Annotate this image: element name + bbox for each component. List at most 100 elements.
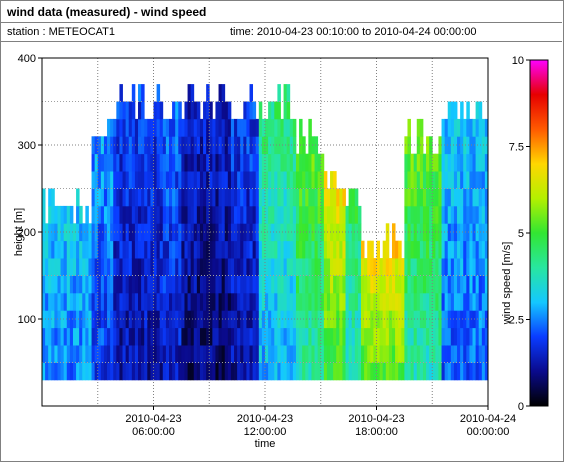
heatmap-cell: [184, 362, 188, 381]
heatmap-cell: [199, 362, 204, 381]
heatmap-cell: [419, 275, 424, 294]
x-tick-label-time: 12:00:00: [244, 426, 287, 438]
heatmap-cell: [54, 327, 58, 346]
heatmap-cell: [175, 362, 179, 381]
heatmap-cell: [249, 345, 254, 363]
heatmap-cell: [175, 118, 179, 137]
heatmap-cell: [289, 205, 294, 224]
heatmap-cell: [292, 188, 297, 207]
heatmap-cell: [435, 240, 439, 259]
heatmap-cell: [94, 205, 99, 224]
colorbar-tick-label: 10: [512, 55, 524, 67]
header-divider: [0, 22, 562, 23]
heatmap-cell: [252, 258, 257, 276]
heatmap-cell: [113, 292, 117, 311]
heatmap-cell: [91, 327, 96, 346]
heatmap-cell: [265, 205, 269, 224]
heatmap-cell: [299, 292, 303, 311]
heatmap-cell: [42, 310, 46, 329]
heatmap-cell: [268, 345, 272, 363]
heatmap-cell: [243, 327, 247, 346]
heatmap-cell: [85, 345, 89, 363]
heatmap-cell: [249, 362, 254, 381]
heatmap-cell: [138, 345, 142, 363]
heatmap-cell: [116, 258, 120, 276]
heatmap-cell: [203, 327, 207, 346]
heatmap-cell: [215, 153, 219, 172]
heatmap-cell: [407, 258, 411, 276]
heatmap-cell: [391, 345, 396, 363]
heatmap-cell: [246, 292, 250, 311]
heatmap-cell: [66, 240, 71, 259]
heatmap-cell: [481, 153, 486, 172]
heatmap-cell: [141, 327, 145, 346]
heatmap-cell: [283, 118, 288, 137]
heatmap-cell: [429, 258, 433, 276]
heatmap-cell: [299, 345, 303, 363]
heatmap-cell: [481, 205, 486, 224]
heatmap-cell: [165, 292, 170, 311]
heatmap-cell: [323, 292, 328, 311]
heatmap-cell: [119, 205, 123, 224]
heatmap-cell: [416, 136, 421, 155]
heatmap-cell: [243, 310, 247, 329]
heatmap-cell: [457, 275, 461, 294]
heatmap-cell: [450, 171, 455, 189]
heatmap-cell: [460, 188, 464, 207]
heatmap-cell: [190, 275, 195, 294]
heatmap-cell: [116, 223, 120, 242]
heatmap-cell: [484, 205, 489, 224]
heatmap-cell: [463, 310, 467, 329]
heatmap-cell: [478, 118, 483, 137]
heatmap-cell: [447, 292, 452, 311]
heatmap-cell: [196, 240, 201, 259]
heatmap-cell: [45, 310, 49, 329]
heatmap-cell: [351, 258, 356, 276]
heatmap-cell: [48, 188, 52, 207]
heatmap-cell: [385, 275, 390, 294]
heatmap-cell: [131, 327, 136, 346]
heatmap-cell: [196, 118, 201, 137]
heatmap-cell: [178, 188, 182, 207]
heatmap-cell: [429, 223, 433, 242]
heatmap-cell: [463, 362, 467, 381]
heatmap-cell: [230, 327, 235, 346]
heatmap-cell: [150, 275, 154, 294]
heatmap-cell: [246, 275, 250, 294]
heatmap-cell: [103, 362, 108, 381]
heatmap-cell: [168, 258, 173, 276]
heatmap-cell: [131, 171, 136, 189]
heatmap-cell: [187, 188, 192, 207]
heatmap-cell: [181, 345, 185, 363]
heatmap-cell: [181, 188, 185, 207]
heatmap-cell: [187, 171, 192, 189]
heatmap-cell: [72, 223, 77, 242]
heatmap-cell: [460, 153, 464, 172]
heatmap-cell: [94, 362, 99, 381]
heatmap-cell: [209, 153, 213, 172]
heatmap-cell: [438, 205, 442, 224]
heatmap-cell: [450, 136, 455, 155]
heatmap-cell: [429, 153, 433, 172]
heatmap-cell: [305, 327, 309, 346]
heatmap-cell: [240, 136, 244, 155]
heatmap-cell: [422, 310, 427, 329]
heatmap-cell: [227, 327, 232, 346]
heatmap-cell: [469, 153, 473, 172]
heatmap-cell: [110, 292, 114, 311]
heatmap-cell: [215, 362, 219, 381]
heatmap-cell: [134, 118, 139, 137]
heatmap-cell: [450, 345, 455, 363]
heatmap-cell: [364, 362, 368, 381]
heatmap-cell: [224, 240, 229, 259]
heatmap-cell: [196, 101, 201, 120]
heatmap-cell: [354, 188, 359, 207]
heatmap-cell: [354, 223, 359, 242]
heatmap-cell: [103, 327, 108, 346]
heatmap-cell: [481, 118, 486, 137]
heatmap-cell: [147, 223, 151, 242]
heatmap-cell: [258, 171, 263, 189]
heatmap-cell: [370, 292, 374, 311]
heatmap-cell: [413, 310, 418, 329]
heatmap-cell: [255, 153, 260, 172]
